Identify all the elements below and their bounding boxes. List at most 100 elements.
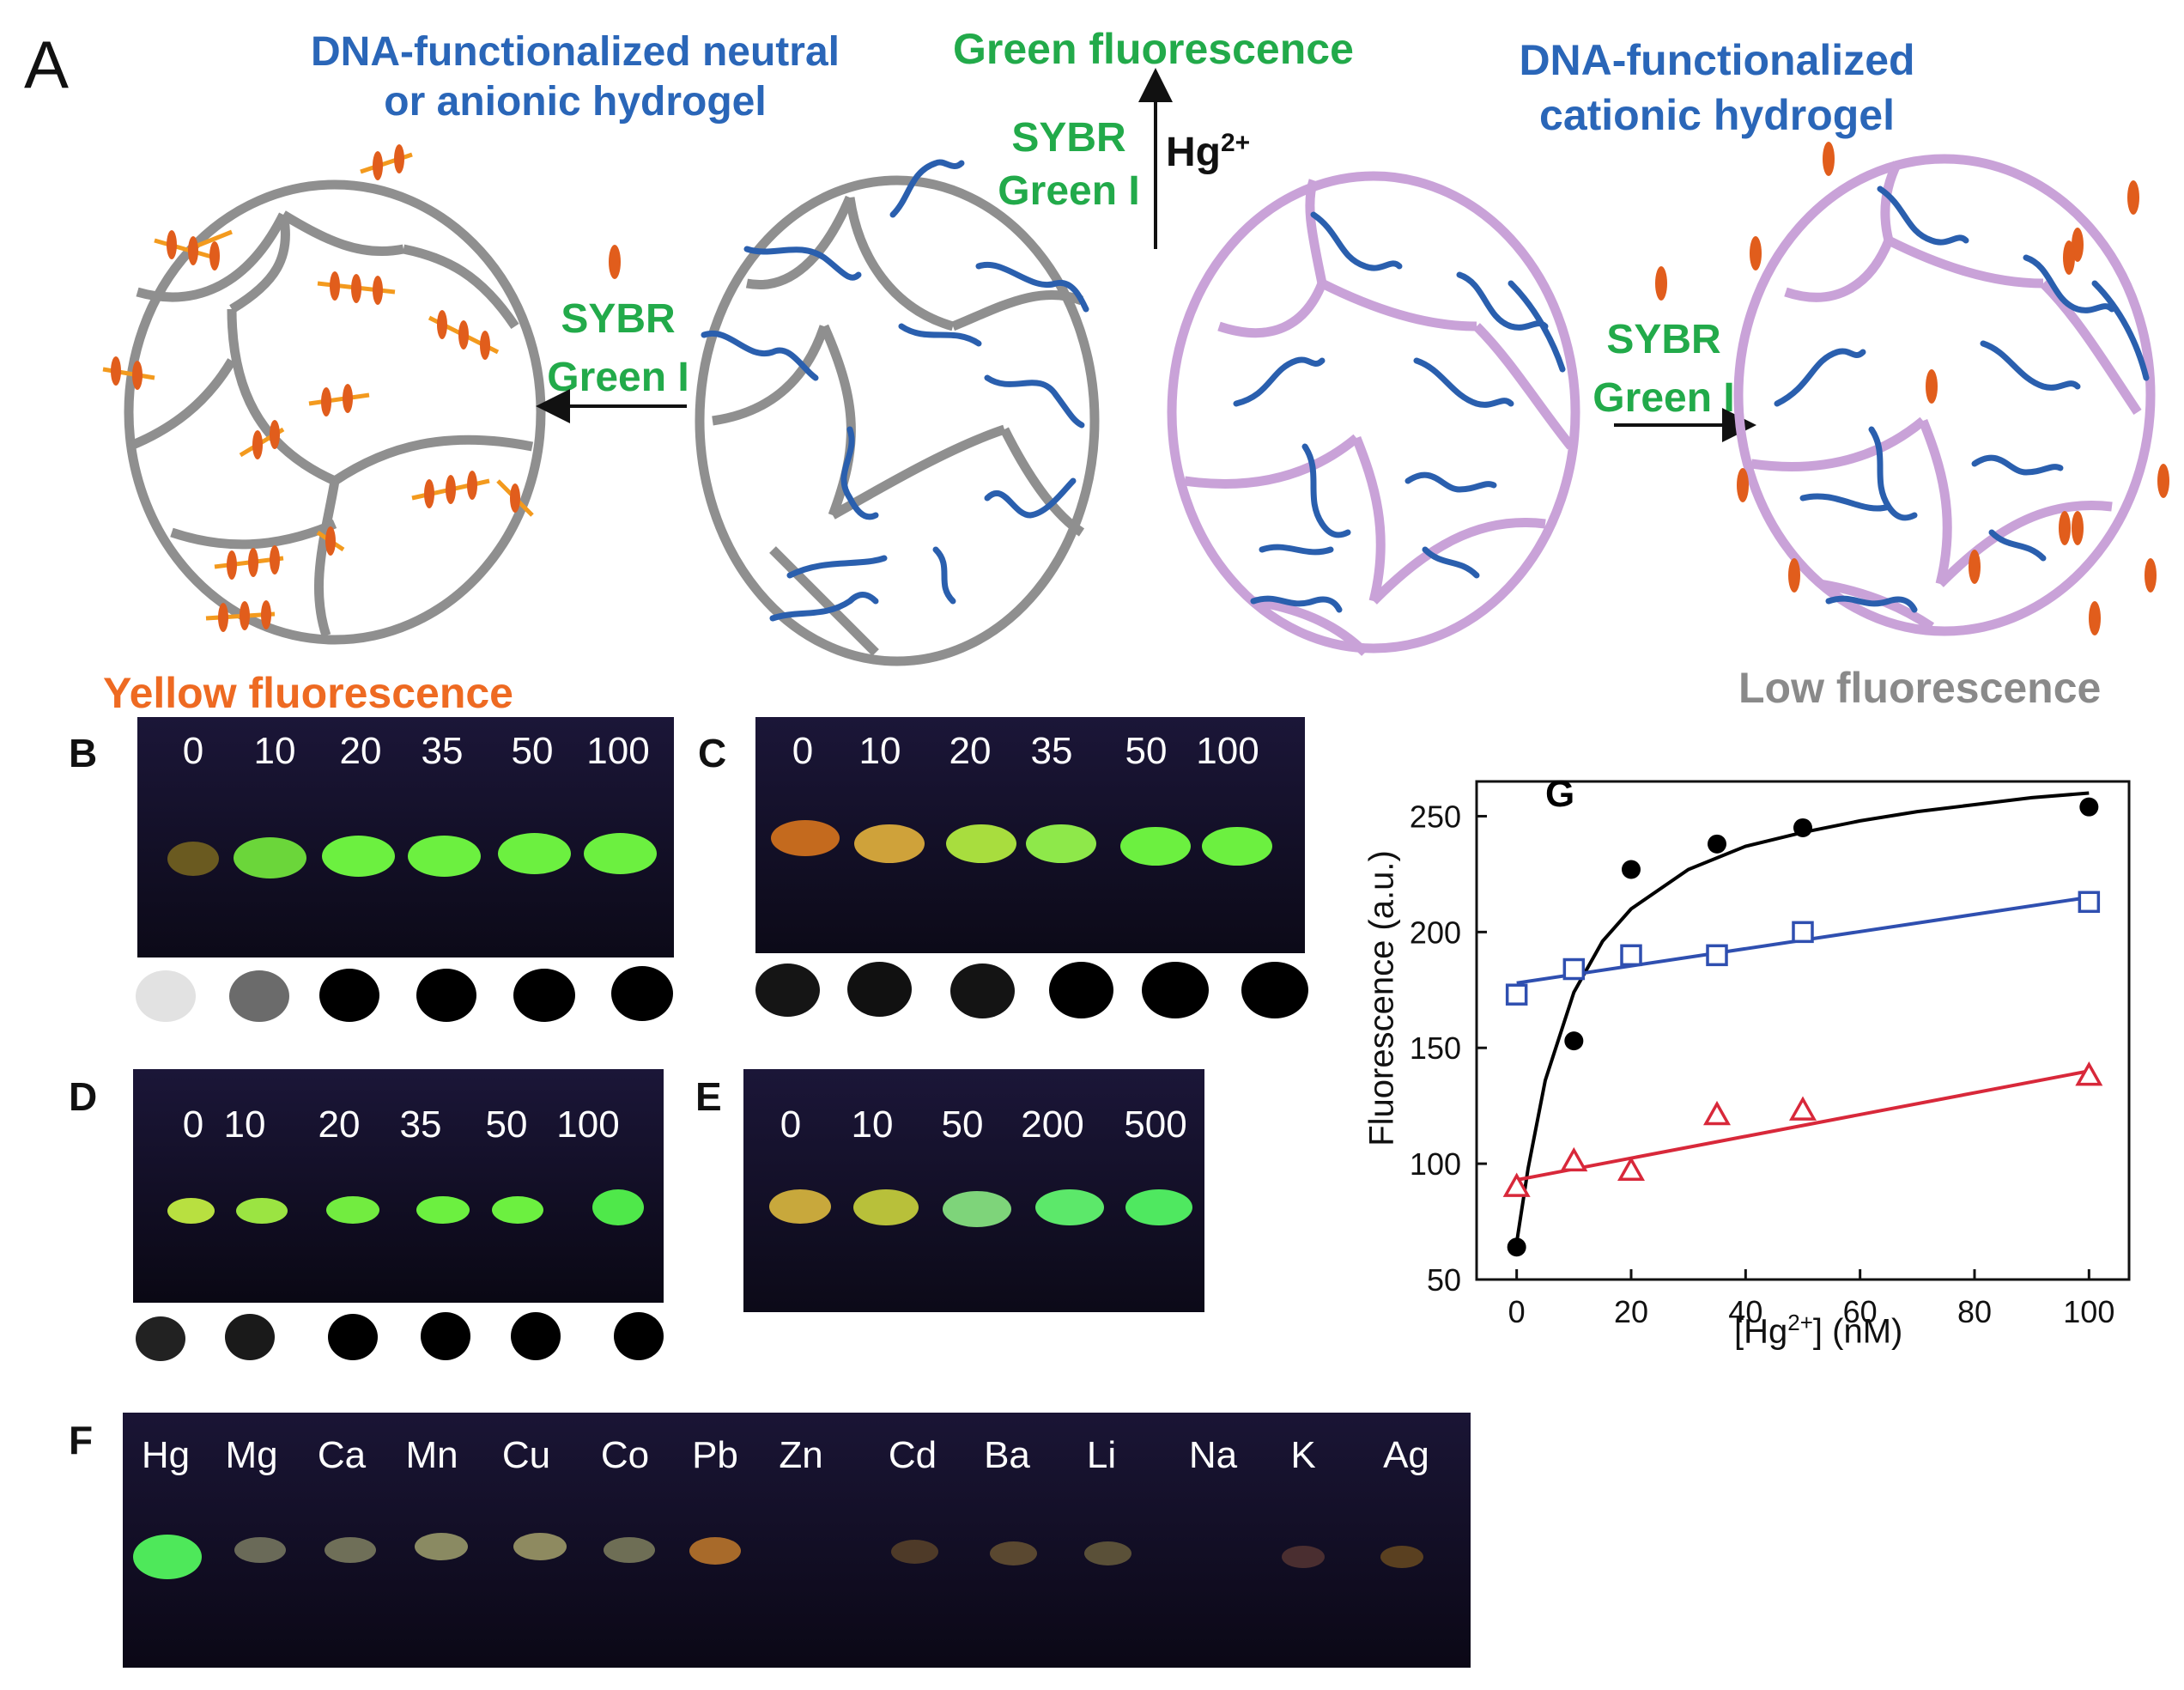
f-label-12: K bbox=[1290, 1434, 1316, 1476]
e-label-1: 10 bbox=[851, 1103, 894, 1146]
d-label-2: 20 bbox=[318, 1103, 361, 1146]
d-gel-0 bbox=[167, 1198, 215, 1224]
f-gel-mg bbox=[234, 1537, 286, 1563]
b-label-0: 0 bbox=[182, 730, 204, 772]
data-point-square bbox=[2078, 891, 2101, 914]
hg-ion-label: Hg2+ bbox=[1166, 129, 1250, 176]
hg-symbol: Hg bbox=[1166, 130, 1221, 175]
data-point-triangle bbox=[1560, 1146, 1588, 1172]
d-gel-3 bbox=[416, 1196, 470, 1224]
f-gel-hg bbox=[133, 1535, 202, 1579]
chart-panel-label: G bbox=[1545, 773, 1575, 815]
f-label-10: Li bbox=[1086, 1434, 1117, 1476]
panel-f-photo: Hg Mg Ca Mn Cu Co Pb Zn Cd Ba Li Na K Ag bbox=[123, 1413, 1471, 1668]
left-title-line-1: DNA-functionalized neutral bbox=[310, 29, 840, 75]
x-tick-label: 100 bbox=[2063, 1294, 2114, 1329]
b-gel-1 bbox=[234, 837, 306, 878]
data-point-triangle bbox=[2075, 1061, 2103, 1086]
sybr-right-line-2: Green I bbox=[1592, 375, 1735, 421]
d-dot-3 bbox=[421, 1312, 470, 1360]
x-tick-label: 80 bbox=[1957, 1294, 1992, 1329]
data-point-circle bbox=[1793, 818, 1812, 837]
red-fit-line bbox=[1516, 1069, 2090, 1182]
c-label-5: 100 bbox=[1196, 730, 1259, 772]
x-label-pre: [Hg bbox=[1734, 1312, 1788, 1351]
y-tick-label: 150 bbox=[1410, 1030, 1461, 1066]
e-gel-0 bbox=[769, 1189, 831, 1224]
b-gel-3 bbox=[408, 836, 481, 877]
x-label-post: ] (nM) bbox=[1812, 1312, 1903, 1351]
hydrogel-yellow bbox=[102, 144, 546, 645]
y-tick-label: 100 bbox=[1410, 1146, 1461, 1182]
free-dye-mark bbox=[609, 245, 621, 279]
d-dot-4 bbox=[511, 1312, 561, 1360]
e-label-4: 500 bbox=[1124, 1103, 1187, 1146]
e-label-3: 200 bbox=[1021, 1103, 1084, 1146]
b-dot-3 bbox=[416, 969, 476, 1022]
c-gel-4 bbox=[1120, 827, 1191, 866]
panel-c-letter: C bbox=[698, 731, 727, 775]
chart-y-label: Fluorescence (a.u.) bbox=[1362, 850, 1401, 1146]
panel-b-photo: 0 10 20 35 50 100 bbox=[137, 717, 674, 957]
d-gel-2 bbox=[326, 1196, 379, 1224]
f-label-5: Co bbox=[600, 1434, 650, 1476]
data-point-circle bbox=[2079, 797, 2099, 817]
panel-e-letter: E bbox=[695, 1074, 722, 1119]
f-label-3: Mn bbox=[405, 1434, 458, 1476]
data-point-circle bbox=[1564, 1031, 1584, 1051]
low-fluorescence-label: Low fluorescence bbox=[1738, 664, 2102, 712]
d-dot-0 bbox=[136, 1316, 185, 1361]
e-label-0: 0 bbox=[780, 1103, 802, 1146]
c-gel-2 bbox=[946, 824, 1016, 863]
yellow-fluorescence-label: Yellow fluorescence bbox=[103, 669, 513, 717]
f-label-6: Pb bbox=[692, 1434, 738, 1476]
d-label-1: 10 bbox=[223, 1103, 266, 1146]
d-gel-4 bbox=[492, 1196, 543, 1224]
d-dot-1 bbox=[225, 1314, 275, 1360]
data-point-triangle bbox=[1789, 1096, 1817, 1121]
e-gel-4 bbox=[1125, 1189, 1192, 1225]
d-dot-5 bbox=[614, 1312, 664, 1360]
sybr-left-line-1: SYBR bbox=[561, 296, 676, 342]
b-gel-4 bbox=[498, 833, 571, 874]
f-label-13: Ag bbox=[1383, 1434, 1429, 1476]
f-label-0: Hg bbox=[141, 1434, 191, 1476]
f-label-11: Na bbox=[1188, 1434, 1238, 1476]
y-tick-label: 250 bbox=[1410, 799, 1461, 834]
x-tick-label: 60 bbox=[1843, 1294, 1878, 1329]
c-gel-5 bbox=[1202, 827, 1272, 866]
b-label-5: 100 bbox=[586, 730, 650, 772]
c-dot-0 bbox=[755, 964, 820, 1017]
data-point-circle bbox=[1507, 1237, 1526, 1257]
c-label-2: 20 bbox=[949, 730, 992, 772]
black-fit-line bbox=[1514, 791, 2090, 1243]
e-gel-2 bbox=[943, 1191, 1011, 1227]
c-label-1: 10 bbox=[858, 730, 901, 772]
c-gel-1 bbox=[854, 824, 925, 863]
panel-c-photo: 0 10 20 35 50 100 bbox=[755, 717, 1305, 953]
data-point-triangle bbox=[1703, 1100, 1731, 1126]
f-label-7: Zn bbox=[779, 1434, 823, 1476]
e-gel-3 bbox=[1035, 1189, 1104, 1225]
b-label-1: 10 bbox=[253, 730, 296, 772]
hydrogel-low-fluorescence bbox=[1733, 142, 2169, 636]
right-hydrogel-title: DNA-functionalized cationic hydrogel bbox=[1477, 33, 1957, 143]
f-gel-mn bbox=[415, 1533, 468, 1560]
y-tick-label: 50 bbox=[1427, 1262, 1461, 1298]
c-dot-3 bbox=[1049, 962, 1113, 1018]
fluorescence-chart: 0 20 40 60 80 100 50 100 150 200 250 bbox=[1410, 780, 2131, 1329]
panel-a-letter: A bbox=[24, 27, 70, 102]
sybr-left-line-2: Green I bbox=[547, 355, 689, 400]
b-gel-0 bbox=[167, 842, 219, 876]
f-gel-co bbox=[604, 1537, 655, 1563]
panel-e-photo: 0 10 50 200 500 bbox=[743, 1069, 1204, 1312]
f-gel-ca bbox=[325, 1537, 376, 1563]
sybr-label-right: SYBR Green I bbox=[1578, 311, 1750, 428]
excluded-dye-marks bbox=[1737, 142, 2169, 635]
d-label-3: 35 bbox=[399, 1103, 442, 1146]
c-dot-2 bbox=[950, 964, 1015, 1018]
d-gel-5 bbox=[592, 1189, 644, 1225]
f-label-4: Cu bbox=[501, 1434, 551, 1476]
y-tick-label: 200 bbox=[1410, 915, 1461, 950]
hg-charge: 2+ bbox=[1220, 129, 1251, 157]
